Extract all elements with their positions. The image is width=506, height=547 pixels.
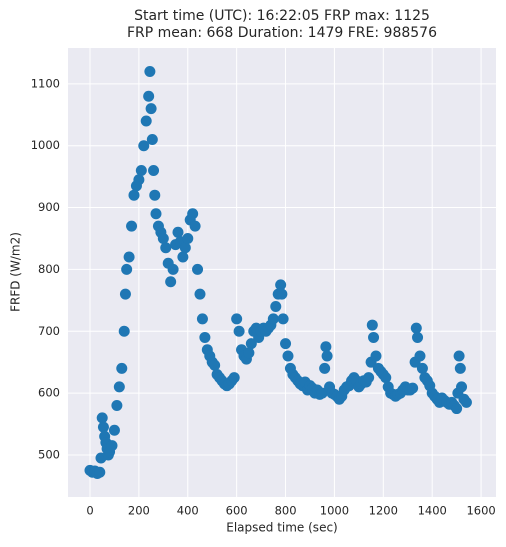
point [182,232,194,244]
point [416,362,428,374]
chart-title: Start time (UTC): 16:22:05 FRP max: 1125 [134,8,430,24]
point [111,399,123,411]
point [407,382,419,394]
point [121,263,133,275]
point [126,220,138,232]
point [196,313,208,325]
point [179,242,191,254]
point [150,208,162,220]
point [460,396,472,408]
x-tick-label: 200 [128,504,150,518]
point [138,140,150,152]
x-tick-label: 400 [177,504,199,518]
point [209,359,221,371]
point [187,208,199,220]
point [282,350,294,362]
point [143,90,155,102]
point [414,350,426,362]
point [144,66,156,78]
point [133,174,145,186]
point [454,362,466,374]
point [276,288,288,300]
point [456,381,468,393]
point [96,412,108,424]
point [366,319,378,331]
point [363,372,375,384]
point [270,301,282,313]
y-tick-label: 900 [38,200,60,214]
point [160,242,172,254]
point [189,220,201,232]
x-tick-label: 0 [86,504,93,518]
point [118,325,130,337]
x-tick-label: 1400 [418,504,447,518]
point [321,350,333,362]
y-tick-label: 700 [38,324,60,338]
y-axis-label: FRFD (W/m2) [9,232,23,312]
point [194,288,206,300]
point [94,466,106,478]
point [97,421,109,433]
point [108,424,120,436]
y-tick-label: 500 [38,447,60,461]
point [140,115,152,127]
x-tick-label: 1200 [369,504,398,518]
point [177,251,189,263]
chart-subtitle: FRP mean: 668 Duration: 1479 FRE: 988576 [127,25,437,41]
point [453,350,465,362]
x-axis-label: Elapsed time (sec) [226,521,337,535]
x-tick-label: 1000 [320,504,349,518]
x-tick-label: 800 [275,504,297,518]
point [368,331,380,343]
point [319,362,331,374]
point [167,263,179,275]
point [135,164,147,176]
y-tick-label: 600 [38,386,60,400]
point [116,362,128,374]
point [231,313,243,325]
point [275,279,287,291]
y-tick-label: 800 [38,262,60,276]
point [316,387,328,399]
point [113,381,125,393]
point [106,440,118,452]
point [228,372,240,384]
point [245,338,257,350]
point [172,226,184,238]
point [277,313,289,325]
point [451,403,463,415]
point [157,232,169,244]
point [320,341,332,353]
point [233,325,245,337]
point [267,313,279,325]
point [410,322,422,334]
point [412,331,424,343]
point [148,164,160,176]
point [370,350,382,362]
point [123,251,135,263]
point [199,331,211,343]
x-tick-label: 600 [226,504,248,518]
x-tick-label: 1600 [466,504,495,518]
y-tick-label: 1100 [31,76,60,90]
point [280,338,292,350]
point [165,276,177,288]
point [243,347,255,359]
y-tick-label: 1000 [31,138,60,152]
point [119,288,131,300]
point [128,189,140,201]
point [145,103,157,115]
point [192,263,204,275]
point [149,189,161,201]
point [146,134,158,146]
point [380,372,392,384]
